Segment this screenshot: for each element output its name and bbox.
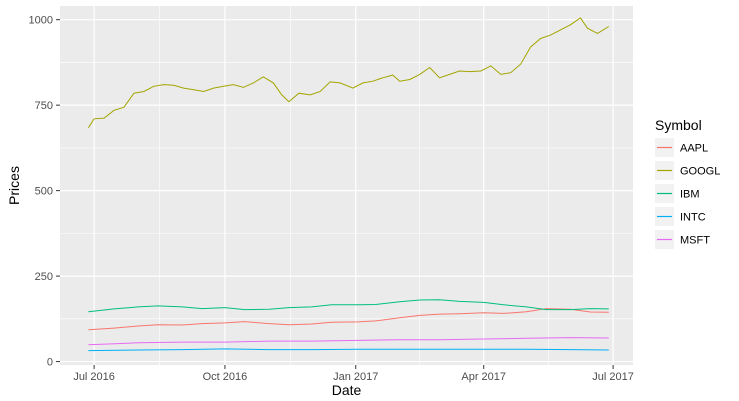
series-line-intc <box>88 348 609 352</box>
legend-label-intc: INTC <box>680 212 706 224</box>
legend-title: Symbol <box>655 117 702 133</box>
y-tick-label: 500 <box>35 186 53 198</box>
legend: Symbol AAPL GOOGL IBM INTC MSFT <box>655 117 720 249</box>
grid-minor <box>60 6 633 365</box>
y-tick-label: 250 <box>35 271 53 283</box>
series-line-msft <box>88 337 609 346</box>
y-tick-label: 0 <box>47 357 53 369</box>
series-line-aapl <box>88 308 609 331</box>
series-line-googl <box>87 17 610 128</box>
x-tick-label: Apr 2017 <box>461 371 506 383</box>
plot-panel <box>60 6 633 365</box>
x-tick-label: Jul 2017 <box>592 371 634 383</box>
x-tick-label: Jul 2016 <box>73 371 115 383</box>
y-axis-title: Prices <box>6 166 22 205</box>
legend-label-ibm: IBM <box>680 189 700 201</box>
y-tick-label: 750 <box>35 100 53 112</box>
grid-major <box>60 6 633 365</box>
x-tick-label: Jan 2017 <box>333 371 378 383</box>
x-axis-title: Date <box>332 382 362 398</box>
legend-label-msft: MSFT <box>680 235 710 247</box>
y-tick-label: 1000 <box>29 15 53 27</box>
x-tick-label: Oct 2016 <box>203 371 248 383</box>
series-line-ibm <box>88 299 609 313</box>
x-axis: Jul 2016 Oct 2016 Jan 2017 Apr 2017 Jul 2017 <box>73 365 634 383</box>
y-axis: 0 250 500 750 1000 <box>29 15 60 369</box>
legend-label-aapl: AAPL <box>680 143 708 155</box>
series-layer <box>87 17 610 352</box>
legend-label-googl: GOOGL <box>680 166 720 178</box>
